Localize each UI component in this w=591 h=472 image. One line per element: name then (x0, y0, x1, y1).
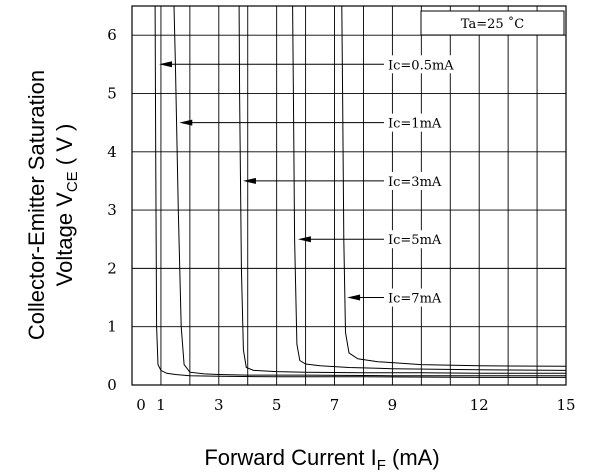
x-tick-label: 7 (330, 396, 340, 414)
x-axis-title-unit: (mA) (386, 445, 440, 470)
condition-label: Ta=25 ˚C (461, 16, 524, 32)
series-line (238, 5, 566, 374)
y-axis-title-line1: Collector-Emitter Saturation (24, 70, 49, 340)
series-label-backdrop (385, 288, 445, 307)
series-label: Ic=0.5mA (388, 58, 454, 73)
series-curves (154, 5, 567, 378)
series-line (341, 5, 567, 367)
x-tick-label: 5 (272, 396, 282, 414)
series-arrowhead (242, 177, 256, 184)
grid (132, 6, 566, 385)
series-label: Ic=1mA (388, 117, 442, 132)
series-arrowhead (179, 119, 193, 126)
x-tick-label: 3 (214, 396, 224, 414)
y-axis-title-unit: ( V ) (52, 124, 77, 172)
series-arrowhead (297, 236, 311, 243)
series-arrowhead (159, 61, 173, 68)
y-tick-label: 3 (107, 201, 117, 219)
y-tick-label: 5 (107, 84, 117, 102)
y-axis-title-line2: Voltage VCE ( V ) (52, 124, 81, 287)
y-ticks: 0 1 2 3 4 5 6 (107, 26, 117, 394)
series-label: Ic=7mA (388, 292, 442, 307)
y-tick-label: 6 (107, 26, 117, 44)
series-arrowhead (347, 294, 361, 301)
series-line (154, 5, 566, 378)
series-line (292, 5, 567, 371)
y-tick-label: 4 (107, 143, 117, 161)
y-tick-label: 2 (107, 259, 117, 277)
y-axis-title-main: Voltage V (52, 192, 77, 287)
y-tick-label: 0 (107, 376, 117, 394)
y-axis-title-sub: CE (64, 171, 81, 192)
condition-box: Ta=25 ˚C (420, 10, 565, 36)
plot-frame (131, 5, 567, 386)
series-label-backdrop (385, 113, 445, 132)
series-label-backdrop (385, 171, 445, 190)
x-tick-label: 15 (556, 396, 575, 414)
x-ticks: 0 1 3 5 7 9 12 15 (136, 396, 575, 414)
x-tick-label: 1 (156, 396, 166, 414)
y-tick-label: 1 (107, 318, 117, 336)
x-tick-label: 0 (136, 396, 146, 414)
x-axis-title: Forward Current IF (mA) (204, 445, 439, 472)
series-annotations: Ic=0.5mA Ic=1mA Ic=3mA Ic=5mA Ic=7mA (159, 55, 458, 307)
series-label: Ic=3mA (388, 175, 442, 190)
series-line (173, 5, 566, 377)
series-label-backdrop (385, 55, 458, 74)
x-tick-label: 9 (388, 396, 398, 414)
x-tick-label: 12 (470, 396, 489, 414)
series-label-backdrop (385, 230, 445, 249)
series-label: Ic=5mA (388, 233, 442, 248)
x-axis-title-main: Forward Current I (204, 445, 376, 470)
x-axis-title-sub: F (377, 457, 386, 472)
